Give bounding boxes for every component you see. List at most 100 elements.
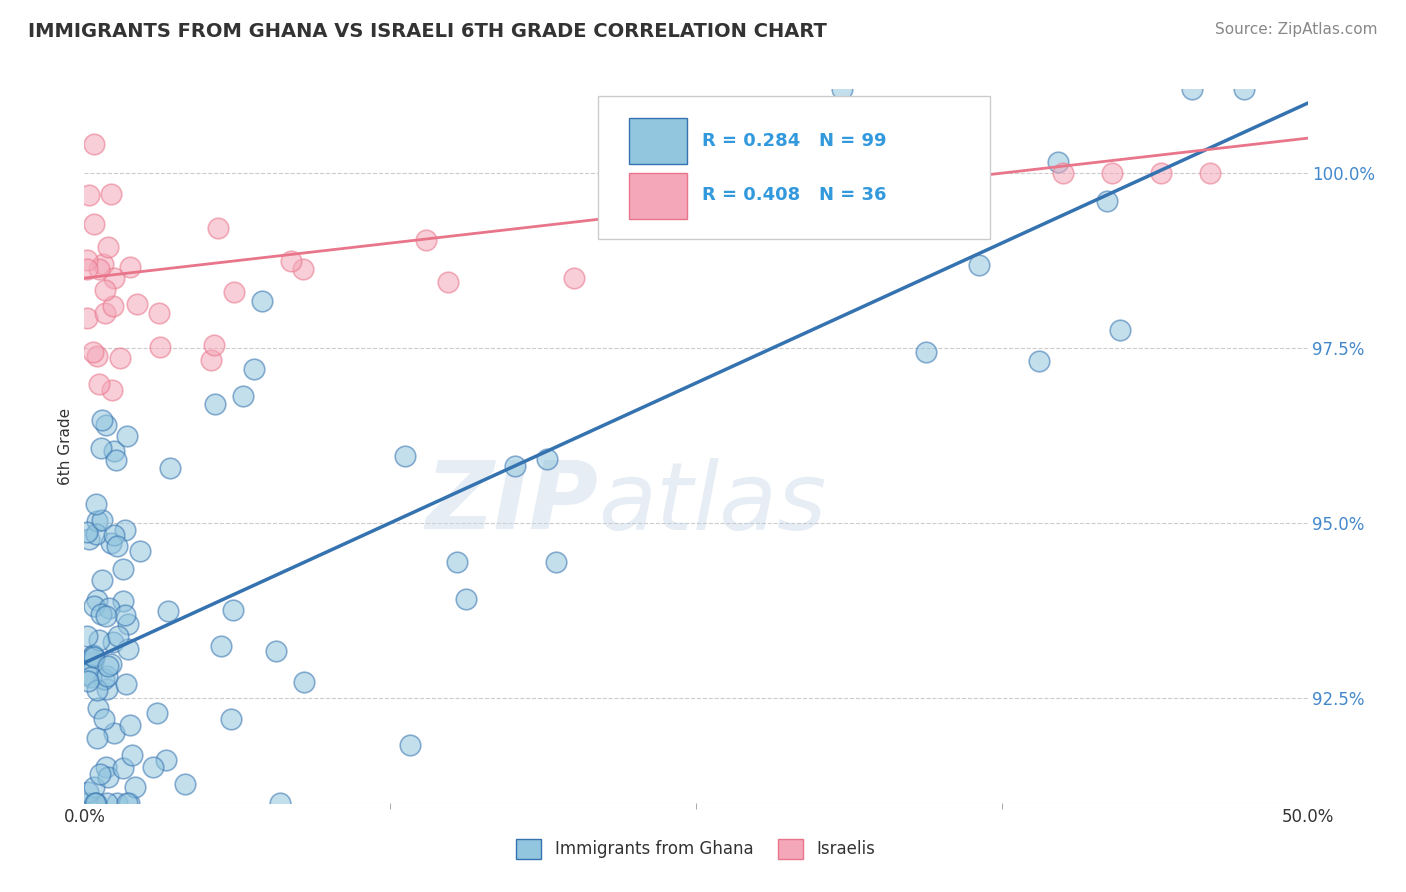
Point bbox=[1028, 354, 1050, 368]
Point bbox=[159, 461, 181, 475]
Point bbox=[76, 311, 98, 326]
Point bbox=[86, 796, 108, 810]
Point bbox=[96, 681, 118, 696]
Point bbox=[89, 261, 111, 276]
Point bbox=[76, 673, 98, 688]
Point bbox=[86, 682, 108, 697]
Text: atlas: atlas bbox=[598, 458, 827, 549]
Point bbox=[115, 796, 138, 810]
Point bbox=[112, 562, 135, 576]
Point bbox=[232, 389, 254, 403]
Point bbox=[86, 731, 108, 745]
Point bbox=[96, 796, 118, 810]
Point bbox=[204, 397, 226, 411]
Point bbox=[82, 648, 104, 663]
Point bbox=[84, 796, 107, 810]
Point bbox=[292, 675, 315, 690]
Point bbox=[114, 677, 136, 691]
Point bbox=[120, 260, 142, 274]
Point bbox=[104, 452, 127, 467]
Point bbox=[124, 780, 146, 794]
Point bbox=[1109, 323, 1132, 337]
Point bbox=[94, 417, 117, 432]
Point bbox=[915, 345, 938, 359]
Point bbox=[252, 293, 274, 308]
Point bbox=[562, 271, 585, 285]
Point bbox=[82, 655, 104, 669]
Point bbox=[93, 712, 115, 726]
Point bbox=[129, 543, 152, 558]
Point bbox=[264, 643, 287, 657]
Point bbox=[101, 299, 124, 313]
Point bbox=[76, 262, 98, 277]
Point bbox=[83, 599, 105, 613]
Point bbox=[76, 796, 98, 810]
Point bbox=[86, 526, 108, 541]
Point bbox=[111, 594, 134, 608]
Point bbox=[90, 607, 112, 621]
Point bbox=[82, 648, 104, 663]
Point bbox=[202, 338, 225, 352]
Point bbox=[121, 748, 143, 763]
FancyBboxPatch shape bbox=[598, 96, 990, 239]
Point bbox=[1198, 166, 1220, 180]
Point bbox=[83, 780, 105, 795]
Point bbox=[101, 383, 124, 397]
Point bbox=[174, 777, 197, 791]
Text: Source: ZipAtlas.com: Source: ZipAtlas.com bbox=[1215, 22, 1378, 37]
Point bbox=[86, 514, 108, 528]
Point bbox=[114, 607, 136, 622]
FancyBboxPatch shape bbox=[628, 118, 688, 164]
Point bbox=[87, 632, 110, 647]
Point bbox=[77, 785, 100, 799]
Point bbox=[398, 738, 420, 752]
Point bbox=[82, 344, 104, 359]
Point bbox=[105, 796, 128, 810]
Point bbox=[111, 761, 134, 775]
Point bbox=[243, 362, 266, 376]
Point bbox=[90, 574, 112, 588]
Point bbox=[103, 726, 125, 740]
Point bbox=[394, 450, 416, 464]
Point bbox=[142, 759, 165, 773]
Point bbox=[125, 296, 148, 310]
Point bbox=[79, 670, 101, 684]
Point bbox=[93, 283, 115, 297]
Point bbox=[100, 186, 122, 201]
Point bbox=[207, 220, 229, 235]
Point bbox=[76, 252, 98, 267]
Point bbox=[97, 240, 120, 254]
Point bbox=[86, 593, 108, 607]
Point bbox=[118, 717, 141, 731]
Point bbox=[103, 635, 125, 649]
Point bbox=[79, 533, 101, 547]
Point bbox=[89, 767, 111, 781]
Point bbox=[1052, 166, 1074, 180]
Point bbox=[536, 452, 558, 467]
Point bbox=[83, 649, 105, 664]
Point bbox=[100, 657, 122, 672]
Point bbox=[100, 536, 122, 550]
Point bbox=[105, 539, 128, 553]
Point bbox=[155, 753, 177, 767]
Legend: Immigrants from Ghana, Israelis: Immigrants from Ghana, Israelis bbox=[510, 832, 882, 866]
Point bbox=[103, 443, 125, 458]
Point bbox=[1233, 82, 1256, 96]
Point bbox=[107, 629, 129, 643]
Point bbox=[291, 262, 314, 277]
Point bbox=[118, 796, 141, 810]
Point bbox=[148, 306, 170, 320]
Point bbox=[1047, 155, 1070, 169]
Point bbox=[94, 608, 117, 623]
Point bbox=[1101, 166, 1123, 180]
Point bbox=[94, 760, 117, 774]
Point bbox=[114, 523, 136, 537]
Point bbox=[280, 254, 302, 268]
Point bbox=[91, 257, 114, 271]
Point bbox=[117, 642, 139, 657]
Point bbox=[90, 413, 112, 427]
Point bbox=[415, 233, 437, 247]
Point bbox=[446, 555, 468, 569]
Text: R = 0.408   N = 36: R = 0.408 N = 36 bbox=[702, 186, 887, 203]
Point bbox=[76, 629, 98, 643]
